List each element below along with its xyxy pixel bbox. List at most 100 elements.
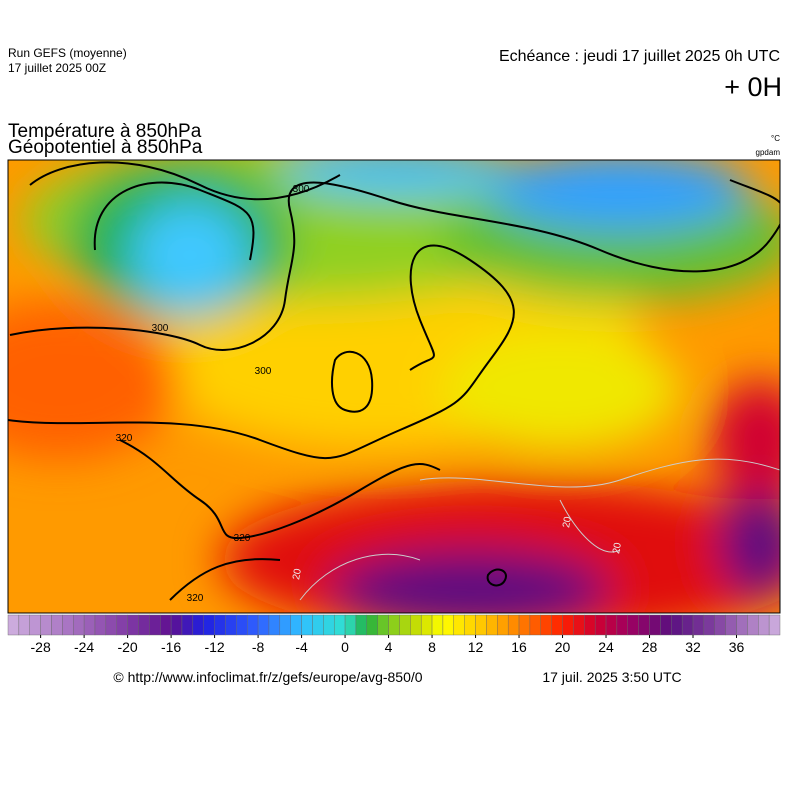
colorbar-segment [692, 614, 705, 636]
contour-label: 20 [561, 515, 574, 528]
colorbar-segment [410, 614, 422, 636]
colorbar-segment [214, 614, 226, 636]
colorbar-segment [301, 614, 313, 636]
colorbar-segment [497, 614, 509, 636]
unit-geopotential: gpdam [756, 148, 781, 157]
unit-temperature: °C [771, 134, 780, 143]
colorbar-segment [660, 614, 672, 636]
colorbar-segment [247, 614, 259, 636]
colorbar-tick-label: 32 [685, 639, 701, 655]
colorbar-segment [366, 614, 378, 636]
colorbar-segment [605, 614, 618, 636]
colorbar-segment [333, 614, 346, 636]
colorbar-segment [225, 614, 237, 636]
colorbar-tick-label: -4 [295, 639, 308, 655]
colorbar-segment [594, 614, 607, 636]
colorbar-segment [649, 614, 661, 636]
colorbar-segment [236, 614, 248, 636]
colorbar-segment [344, 614, 357, 636]
colorbar-segment [584, 614, 596, 636]
map [8, 160, 780, 613]
source-url: © http://www.infoclimat.fr/z/gefs/europe… [113, 669, 422, 685]
contour-label: 20 [611, 541, 624, 554]
colorbar-segment [377, 614, 389, 636]
colorbar-segment [736, 614, 748, 636]
colorbar-tick-label: -28 [31, 639, 51, 655]
run-date: 17 juillet 2025 00Z [8, 61, 106, 75]
colorbar-segment [431, 614, 444, 636]
contour-label: 300 [255, 366, 272, 377]
colorbar-segment [257, 614, 270, 636]
colorbar-segment [475, 614, 487, 636]
colorbar-segment [627, 614, 639, 636]
colorbar-segment [540, 614, 552, 636]
colorbar-segment [160, 614, 172, 636]
colorbar-segment [40, 614, 52, 636]
colorbar-segment [725, 614, 737, 636]
valid-time: Echéance : jeudi 17 juillet 2025 0h UTC [499, 48, 780, 65]
colorbar-tick-label: -24 [74, 639, 94, 655]
colorbar-segment [323, 614, 335, 636]
colorbar-segment [73, 614, 85, 636]
colorbar-segment [18, 614, 30, 636]
colorbar-tick-label: 12 [468, 639, 484, 655]
colorbar-segment [464, 614, 476, 636]
timestamp: 17 juil. 2025 3:50 UTC [542, 669, 681, 685]
colorbar-segment [355, 614, 368, 636]
contour-label: 300 [152, 323, 169, 334]
colorbar-segment [149, 614, 161, 636]
run-label: Run GEFS (moyenne) [8, 46, 127, 60]
title-temperature: Température à 850hPa [8, 121, 202, 142]
colorbar-tick-label: 16 [511, 639, 527, 655]
map-frame [7, 159, 781, 614]
colorbar-segment [94, 614, 107, 636]
colorbar-segment [758, 614, 770, 636]
colorbar-segment [703, 614, 715, 636]
colorbar-segment [138, 614, 150, 636]
colorbar-segment [51, 614, 63, 636]
colorbar-tick-label: 36 [729, 639, 745, 655]
colorbar-segment [616, 614, 628, 636]
contour-label: 300 [293, 184, 310, 195]
colorbar-segment [714, 614, 726, 636]
title-geopotential: Géopotentiel à 850hPa [8, 137, 203, 158]
colorbar-tick-label: 0 [341, 639, 349, 655]
colorbar-tick-label: 24 [598, 639, 614, 655]
colorbar-segment [7, 614, 20, 636]
colorbar-tick-label: 8 [428, 639, 436, 655]
colorbar-segment [312, 614, 324, 636]
contour-label: 320 [234, 533, 251, 544]
colorbar-segment [562, 614, 574, 636]
colorbar-tick-label: 4 [385, 639, 393, 655]
colorbar-segment [192, 614, 204, 636]
colorbar-segment [105, 614, 117, 636]
contour-label: 320 [187, 593, 204, 604]
colorbar: -28 -24 -20 -16 -12 -8 -4 0 4 8 12 16 20 24 28 32 36 [7, 614, 781, 655]
colorbar-segment [181, 614, 194, 636]
colorbar-segment [279, 614, 291, 636]
colorbar-segment [420, 614, 433, 636]
colorbar-tick-label: -8 [252, 639, 265, 655]
colorbar-segment [29, 614, 41, 636]
contour-label: 20 [291, 567, 304, 580]
colorbar-tick-label: 28 [642, 639, 658, 655]
colorbar-tick-label: -20 [117, 639, 137, 655]
colorbar-segment [127, 614, 139, 636]
colorbar-segment [768, 614, 781, 636]
colorbar-tick-label: -12 [204, 639, 224, 655]
colorbar-segment [671, 614, 683, 636]
colorbar-segment [681, 614, 694, 636]
colorbar-segment [442, 614, 455, 636]
colorbar-tick-label: 20 [555, 639, 571, 655]
colorbar-segment [388, 614, 400, 636]
colorbar-segment [62, 614, 74, 636]
colorbar-segment [453, 614, 465, 636]
colorbar-segment [638, 614, 650, 636]
colorbar-segment [747, 614, 759, 636]
colorbar-segment [268, 614, 281, 636]
colorbar-tick-label: -16 [161, 639, 181, 655]
colorbar-segment [529, 614, 541, 636]
colorbar-segment [203, 614, 215, 636]
colorbar-segment [507, 614, 520, 636]
